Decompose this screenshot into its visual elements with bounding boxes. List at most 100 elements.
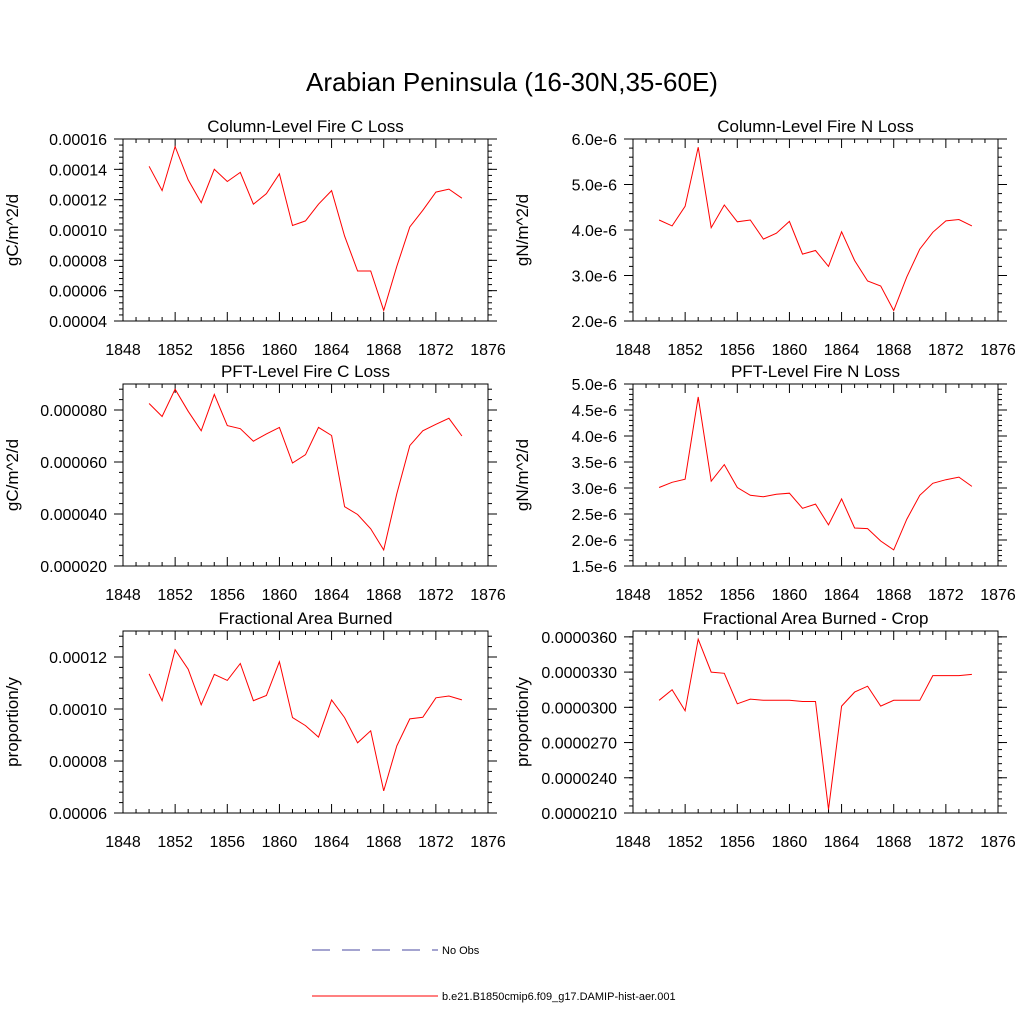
x-tick-label: 1876 [470, 587, 506, 604]
x-tick-label: 1868 [876, 834, 912, 851]
y-tick-label: 0.000060 [40, 455, 107, 472]
x-tick-label: 1856 [209, 587, 245, 604]
y-tick-label: 4.0e-6 [572, 429, 617, 446]
figure-title: Arabian Peninsula (16-30N,35-60E) [306, 67, 718, 97]
x-tick-label: 1860 [772, 342, 808, 359]
x-tick-label: 1852 [667, 834, 703, 851]
x-tick-label: 1848 [615, 342, 651, 359]
x-tick-label: 1864 [824, 587, 860, 604]
x-tick-label: 1868 [366, 834, 402, 851]
panel-title: Fractional Area Burned - Crop [703, 609, 929, 628]
x-tick-label: 1876 [470, 342, 506, 359]
y-tick-label: 4.0e-6 [572, 223, 617, 240]
x-tick-label: 1876 [470, 834, 506, 851]
legend: No Obs b.e21.B1850cmip6.f09_g17.DAMIP-hi… [312, 945, 676, 1003]
plot-frame [632, 630, 999, 814]
y-tick-label: 0.00010 [49, 702, 107, 719]
panel-1: Column-Level Fire C Loss gC/m^2/d 1848 1852… [3, 117, 506, 359]
y-tick-label: 0.000080 [40, 403, 107, 420]
x-tick-label: 1860 [772, 834, 808, 851]
panel-title: PFT-Level Fire N Loss [731, 362, 900, 381]
x-tick-label: 1872 [928, 834, 964, 851]
panel-3: PFT-Level Fire C Loss gC/m^2/d 1848 1852 185… [3, 362, 506, 604]
panel-6: Fractional Area Burned - Crop proportion/… [513, 609, 1016, 851]
x-tick-label: 1876 [980, 342, 1016, 359]
legend-series-label: b.e21.B1850cmip6.f09_g17.DAMIP-hist-aer.… [442, 991, 676, 1003]
y-tick-label: 2.0e-6 [572, 314, 617, 331]
y-tick-label: 0.00016 [49, 132, 107, 149]
y-tick-label: 5.0e-6 [572, 377, 617, 394]
series-line [658, 637, 972, 810]
y-tick-label: 0.0000240 [541, 771, 617, 788]
y-tick-label: 0.00008 [49, 253, 107, 270]
panel-title: Fractional Area Burned [219, 609, 393, 628]
legend-obs-label: No Obs [442, 945, 480, 957]
plot-frame [122, 138, 489, 322]
y-tick-label: 6.0e-6 [572, 132, 617, 149]
y-tick-label: 3.0e-6 [572, 269, 617, 286]
y-tick-label: 0.0000330 [541, 665, 617, 682]
x-tick-label: 1868 [876, 342, 912, 359]
x-tick-label: 1868 [366, 587, 402, 604]
panel-5: Fractional Area Burned proportion/y 1848 18… [3, 609, 506, 851]
x-tick-label: 1872 [418, 342, 454, 359]
plot-frame [632, 138, 999, 322]
plot-frame [122, 383, 489, 567]
y-tick-label: 0.00008 [49, 754, 107, 771]
x-tick-label: 1864 [824, 342, 860, 359]
x-tick-label: 1848 [105, 342, 141, 359]
y-axis-label: proportion/y [3, 677, 22, 767]
x-tick-label: 1852 [157, 587, 193, 604]
x-tick-label: 1860 [262, 587, 298, 604]
y-tick-label: 2.0e-6 [572, 533, 617, 550]
x-tick-label: 1860 [772, 587, 808, 604]
panel-title: Column-Level Fire N Loss [717, 117, 914, 136]
panel-2: Column-Level Fire N Loss gN/m^2/d 1848 1852… [513, 117, 1016, 359]
series-line [658, 396, 973, 551]
panel-title: Column-Level Fire C Loss [207, 117, 404, 136]
x-tick-label: 1856 [209, 834, 245, 851]
x-tick-label: 1876 [980, 587, 1016, 604]
x-tick-label: 1856 [719, 587, 755, 604]
x-tick-label: 1864 [824, 834, 860, 851]
series-line [148, 388, 463, 552]
y-tick-label: 0.00014 [49, 162, 107, 179]
x-tick-label: 1872 [928, 587, 964, 604]
x-tick-label: 1848 [615, 587, 651, 604]
x-tick-label: 1872 [418, 587, 454, 604]
y-tick-label: 3.0e-6 [572, 481, 617, 498]
panel-4: PFT-Level Fire N Loss gN/m^2/d 1848 1852 185… [513, 362, 1016, 604]
x-tick-label: 1860 [262, 834, 298, 851]
x-tick-label: 1868 [876, 587, 912, 604]
plot-frame [122, 630, 489, 814]
x-tick-label: 1860 [262, 342, 298, 359]
y-tick-label: 0.00012 [49, 650, 107, 667]
x-tick-label: 1876 [980, 834, 1016, 851]
y-tick-label: 0.000020 [40, 559, 107, 576]
x-tick-label: 1848 [105, 587, 141, 604]
x-tick-label: 1848 [105, 834, 141, 851]
x-tick-label: 1852 [667, 587, 703, 604]
x-tick-label: 1856 [719, 342, 755, 359]
x-tick-label: 1856 [719, 834, 755, 851]
x-tick-label: 1852 [667, 342, 703, 359]
y-tick-label: 5.0e-6 [572, 178, 617, 195]
x-tick-label: 1848 [615, 834, 651, 851]
y-tick-label: 2.5e-6 [572, 507, 617, 524]
x-tick-label: 1864 [314, 587, 350, 604]
panels: Column-Level Fire C Loss gC/m^2/d 1848 1852… [3, 117, 1016, 851]
y-tick-label: 0.00006 [49, 806, 107, 823]
series-line [148, 145, 463, 313]
series-line [658, 147, 973, 312]
y-axis-label: gC/m^2/d [3, 439, 22, 511]
y-tick-label: 0.00012 [49, 193, 107, 210]
y-axis-label: gN/m^2/d [513, 439, 532, 511]
x-tick-label: 1856 [209, 342, 245, 359]
y-tick-label: 0.0000360 [541, 630, 617, 647]
x-tick-label: 1852 [157, 834, 193, 851]
y-axis-label: proportion/y [513, 677, 532, 767]
x-tick-label: 1864 [314, 834, 350, 851]
series-line [148, 648, 463, 792]
x-tick-label: 1872 [418, 834, 454, 851]
